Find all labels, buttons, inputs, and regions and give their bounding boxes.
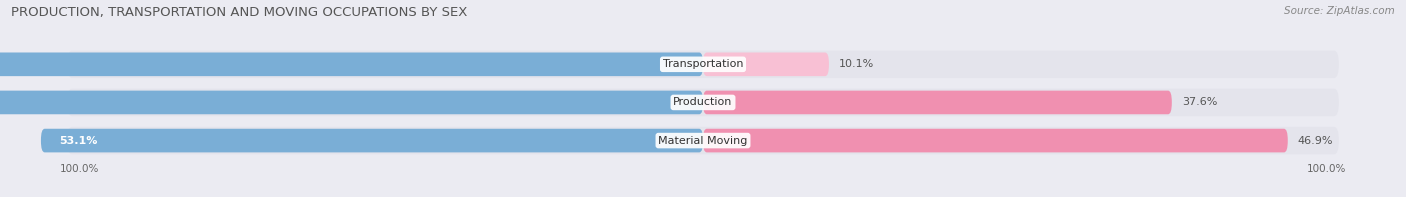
FancyBboxPatch shape	[0, 52, 703, 76]
Text: Transportation: Transportation	[662, 59, 744, 69]
Text: Material Moving: Material Moving	[658, 136, 748, 146]
FancyBboxPatch shape	[703, 129, 1288, 152]
FancyBboxPatch shape	[41, 129, 703, 152]
Text: Production: Production	[673, 98, 733, 107]
Text: 46.9%: 46.9%	[1298, 136, 1333, 146]
Text: 10.1%: 10.1%	[839, 59, 875, 69]
FancyBboxPatch shape	[703, 91, 1171, 114]
FancyBboxPatch shape	[0, 91, 703, 114]
Text: PRODUCTION, TRANSPORTATION AND MOVING OCCUPATIONS BY SEX: PRODUCTION, TRANSPORTATION AND MOVING OC…	[11, 6, 468, 19]
FancyBboxPatch shape	[703, 52, 830, 76]
Text: 53.1%: 53.1%	[59, 136, 98, 146]
FancyBboxPatch shape	[67, 127, 1339, 154]
Text: Source: ZipAtlas.com: Source: ZipAtlas.com	[1284, 6, 1395, 16]
FancyBboxPatch shape	[67, 51, 1339, 78]
FancyBboxPatch shape	[67, 89, 1339, 116]
Text: 37.6%: 37.6%	[1182, 98, 1218, 107]
